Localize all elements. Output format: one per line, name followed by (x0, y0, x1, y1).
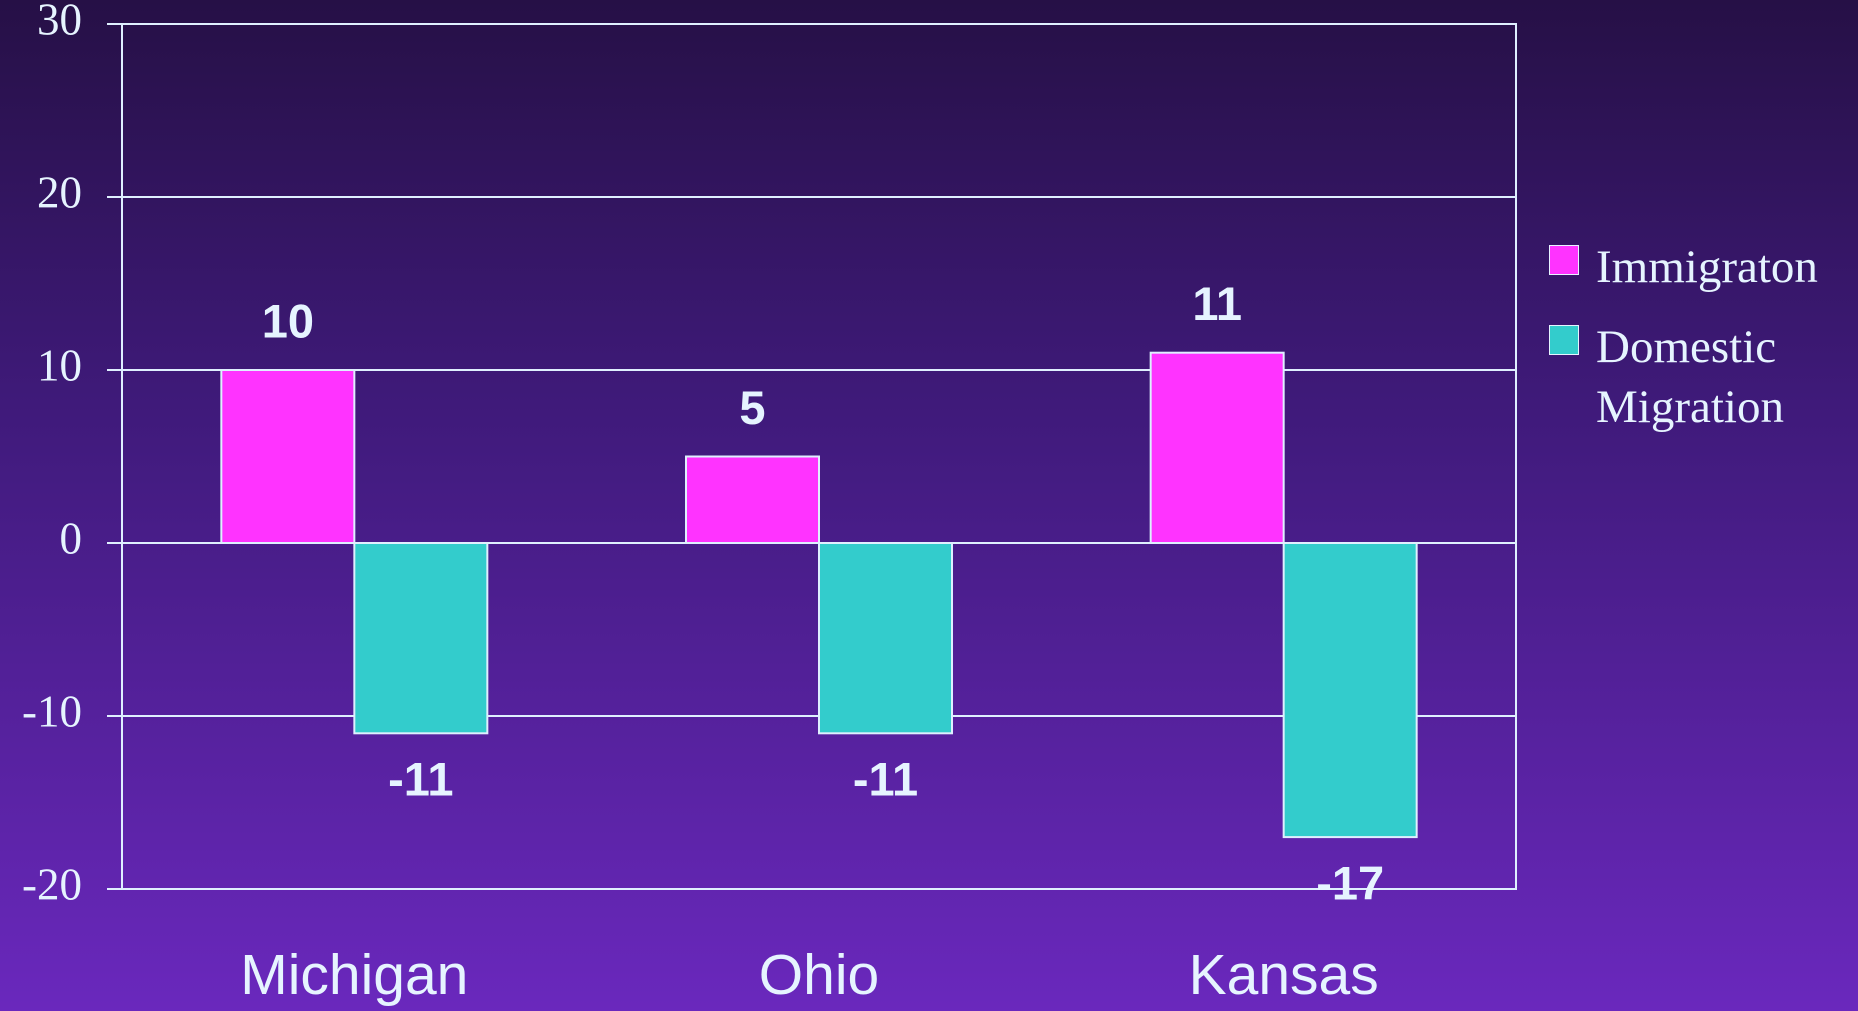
legend-swatch (1549, 245, 1579, 275)
y-tick-label: -10 (22, 686, 82, 736)
bar (685, 455, 820, 544)
legend-swatch (1549, 325, 1579, 355)
data-label: 11 (1192, 277, 1242, 330)
y-tick-label: 0 (60, 513, 83, 563)
data-label: 10 (262, 294, 314, 347)
bar (1282, 542, 1418, 839)
x-tick-label: Kansas (1189, 943, 1379, 1007)
plot-frame (121, 23, 1517, 890)
legend-label: Immigraton (1596, 241, 1818, 293)
bar (818, 542, 953, 735)
data-label: -11 (388, 753, 453, 806)
legend: Immigraton Domestic Migration (1549, 241, 1854, 465)
x-tick-label: Michigan (240, 943, 468, 1007)
legend-item: Immigraton (1549, 237, 1854, 297)
y-tick-label: -20 (22, 859, 82, 909)
y-tick-label: 20 (37, 167, 82, 217)
x-tick-label: Ohio (759, 943, 879, 1007)
y-tick-label: 10 (37, 340, 82, 390)
legend-item: Domestic Migration (1549, 317, 1854, 437)
data-label: 5 (739, 381, 765, 434)
bar (1149, 351, 1285, 545)
bar (220, 369, 356, 544)
legend-label: Domestic Migration (1596, 321, 1784, 433)
data-label: -11 (853, 753, 918, 806)
data-label: -17 (1316, 857, 1384, 910)
bar (353, 542, 489, 735)
y-tick-label: 30 (37, 0, 82, 44)
